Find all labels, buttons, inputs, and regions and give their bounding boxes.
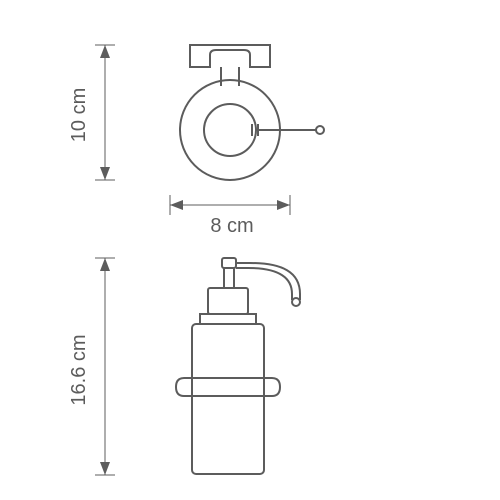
dim-height-arrow-bot: [100, 462, 110, 475]
cap: [208, 288, 248, 314]
top-view: [180, 45, 324, 180]
dim-width-label: 8 cm: [210, 215, 253, 237]
dimension-depth: 10 cm: [68, 45, 115, 180]
dim-height-arrow-top: [100, 258, 110, 271]
pump-spout-under: [236, 268, 292, 300]
dim-width-arrow-r: [277, 200, 290, 210]
lever-cap: [316, 126, 324, 134]
mount-plate: [190, 45, 270, 67]
dimension-diagram: 10 cm 8 cm 16.6 cm: [0, 0, 500, 500]
pump-stem: [224, 268, 234, 288]
bottle-neck: [200, 314, 256, 324]
dim-depth-arrow-bot: [100, 167, 110, 180]
dim-height-label: 16.6 cm: [68, 334, 90, 405]
dimension-height: 16.6 cm: [68, 258, 115, 475]
dimension-width: 8 cm: [170, 195, 290, 237]
front-view: [176, 258, 300, 474]
dim-depth-arrow-top: [100, 45, 110, 58]
pump-nozzle: [292, 298, 300, 306]
bottle-body: [192, 324, 264, 474]
dim-depth-label: 10 cm: [68, 88, 90, 142]
ring-inner: [204, 104, 256, 156]
pump-button: [222, 258, 236, 268]
dim-width-arrow-l: [170, 200, 183, 210]
